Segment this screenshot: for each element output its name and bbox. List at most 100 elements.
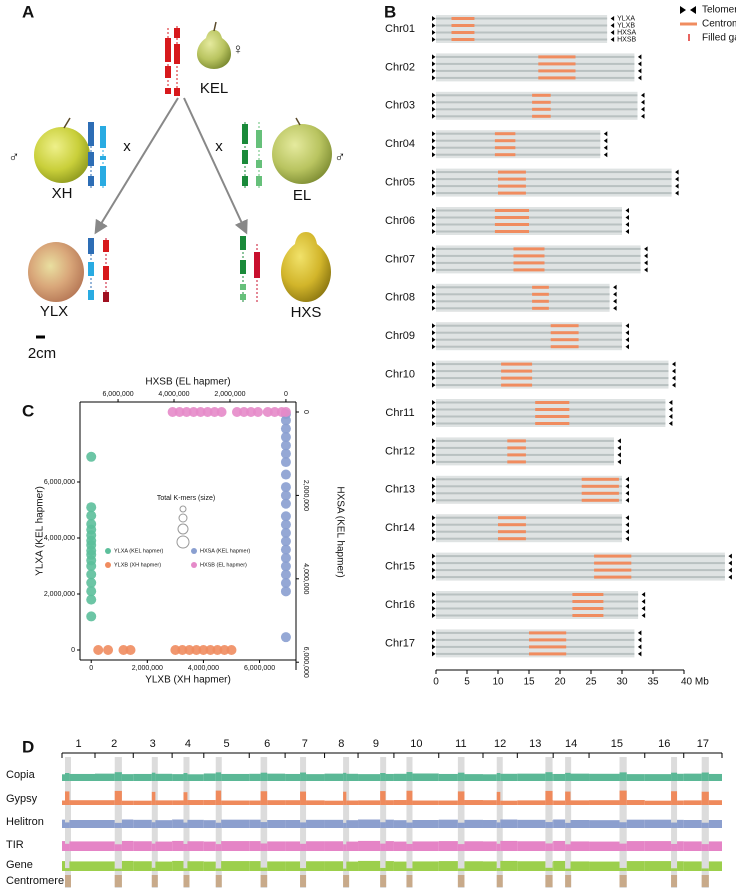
chromosome-label: Chr10: [385, 369, 415, 381]
x-tick-label: 4,000,000: [188, 665, 219, 672]
density-bar: [683, 841, 702, 851]
haplotype-label: YLXA: [617, 15, 635, 22]
x-tick-label: 5: [464, 677, 470, 688]
haplotype-bar: [436, 132, 601, 135]
centromere: [507, 453, 526, 457]
centromere: [498, 516, 526, 520]
density-bar: [545, 790, 553, 805]
telomere: [432, 337, 436, 343]
density-bar: [565, 791, 571, 805]
haplotype-bar: [436, 555, 725, 558]
centromere: [498, 530, 526, 534]
telomere: [617, 452, 621, 458]
density-bar: [438, 773, 458, 781]
chrom-icon-xh: [88, 122, 106, 188]
telomere: [637, 75, 642, 81]
point: [86, 561, 97, 572]
centromere: [581, 491, 619, 495]
density-bar: [346, 820, 359, 828]
density-bar: [619, 843, 627, 851]
y2-tick-label: 4,000,000: [302, 563, 309, 594]
telomere: [613, 298, 617, 304]
point: [280, 552, 291, 563]
density-bar: [619, 772, 627, 781]
density-bar: [517, 819, 546, 828]
chromosome-number: 15: [611, 738, 623, 750]
density-bar: [482, 841, 497, 851]
x-tick-label: 30: [616, 677, 628, 688]
chromosome-label: Chr16: [385, 599, 415, 611]
chromosome-label: Chr17: [385, 637, 415, 649]
x2-axis-label: HXSB (EL hapmer): [145, 377, 230, 388]
point: [280, 498, 291, 509]
legend-label: Telomere: [702, 5, 736, 16]
track-label: Centromere: [6, 875, 64, 887]
telomere: [625, 337, 629, 343]
point: [252, 407, 263, 418]
density-bar: [183, 792, 188, 805]
point: [174, 407, 185, 418]
telomere: [617, 438, 621, 444]
density-bar: [69, 861, 95, 871]
centromere-band: [215, 757, 222, 888]
centromere-track-mark: [406, 875, 413, 887]
chromosome-number: 12: [494, 738, 506, 750]
chromosome-block: [436, 130, 601, 159]
point: [198, 645, 209, 656]
telomere: [432, 253, 436, 259]
legend-marker: [191, 562, 197, 568]
density-bar: [285, 841, 301, 851]
centromere-band: [406, 757, 413, 888]
density-bar: [412, 800, 439, 805]
scale-label: 2cm: [28, 345, 56, 362]
centromere: [529, 638, 567, 642]
centromere: [535, 422, 570, 425]
centromere: [501, 369, 533, 373]
density-bar: [644, 800, 672, 805]
point: [205, 645, 216, 656]
telomere: [672, 361, 676, 367]
haplotype-bar: [436, 600, 639, 603]
telomere: [432, 229, 436, 234]
density-bar: [151, 772, 156, 781]
x-tick-label: 25: [585, 677, 597, 688]
chromosome-number: 16: [658, 738, 670, 750]
density-bar: [412, 841, 439, 851]
telomere: [625, 515, 629, 521]
centromere: [550, 338, 579, 342]
centromere-track-mark: [671, 875, 678, 887]
x-tick-label: 10: [492, 677, 504, 688]
chromosome-label: Chr05: [385, 177, 415, 189]
density-bar: [589, 841, 620, 851]
telomere: [637, 637, 642, 643]
telomere: [668, 407, 673, 412]
telomere: [432, 553, 436, 559]
telomere: [432, 476, 436, 482]
point: [280, 577, 291, 588]
centromere: [550, 331, 579, 335]
density-bar: [619, 790, 627, 805]
centromere-band: [701, 757, 709, 888]
centromere: [572, 607, 604, 610]
telomere: [637, 54, 642, 60]
point: [280, 490, 291, 501]
y-tick-label: 2,000,000: [44, 591, 75, 598]
density-bar: [385, 861, 394, 871]
centromere: [501, 362, 533, 366]
centromere: [507, 439, 526, 443]
haplotype-bar: [436, 377, 669, 380]
density-bar: [464, 819, 483, 828]
density-bar: [215, 844, 222, 851]
centromere: [498, 191, 526, 195]
density-bar: [589, 773, 620, 781]
chrom-icon-el: [242, 122, 262, 188]
haplotype-bar: [436, 614, 639, 617]
density-bar: [121, 840, 134, 851]
chromosome-number: 5: [223, 738, 229, 750]
pear-el: [272, 124, 332, 184]
telomere: [644, 267, 648, 273]
telomere: [672, 375, 676, 381]
density-bar: [133, 819, 152, 828]
centromere: [498, 170, 526, 174]
telomere: [432, 260, 436, 266]
